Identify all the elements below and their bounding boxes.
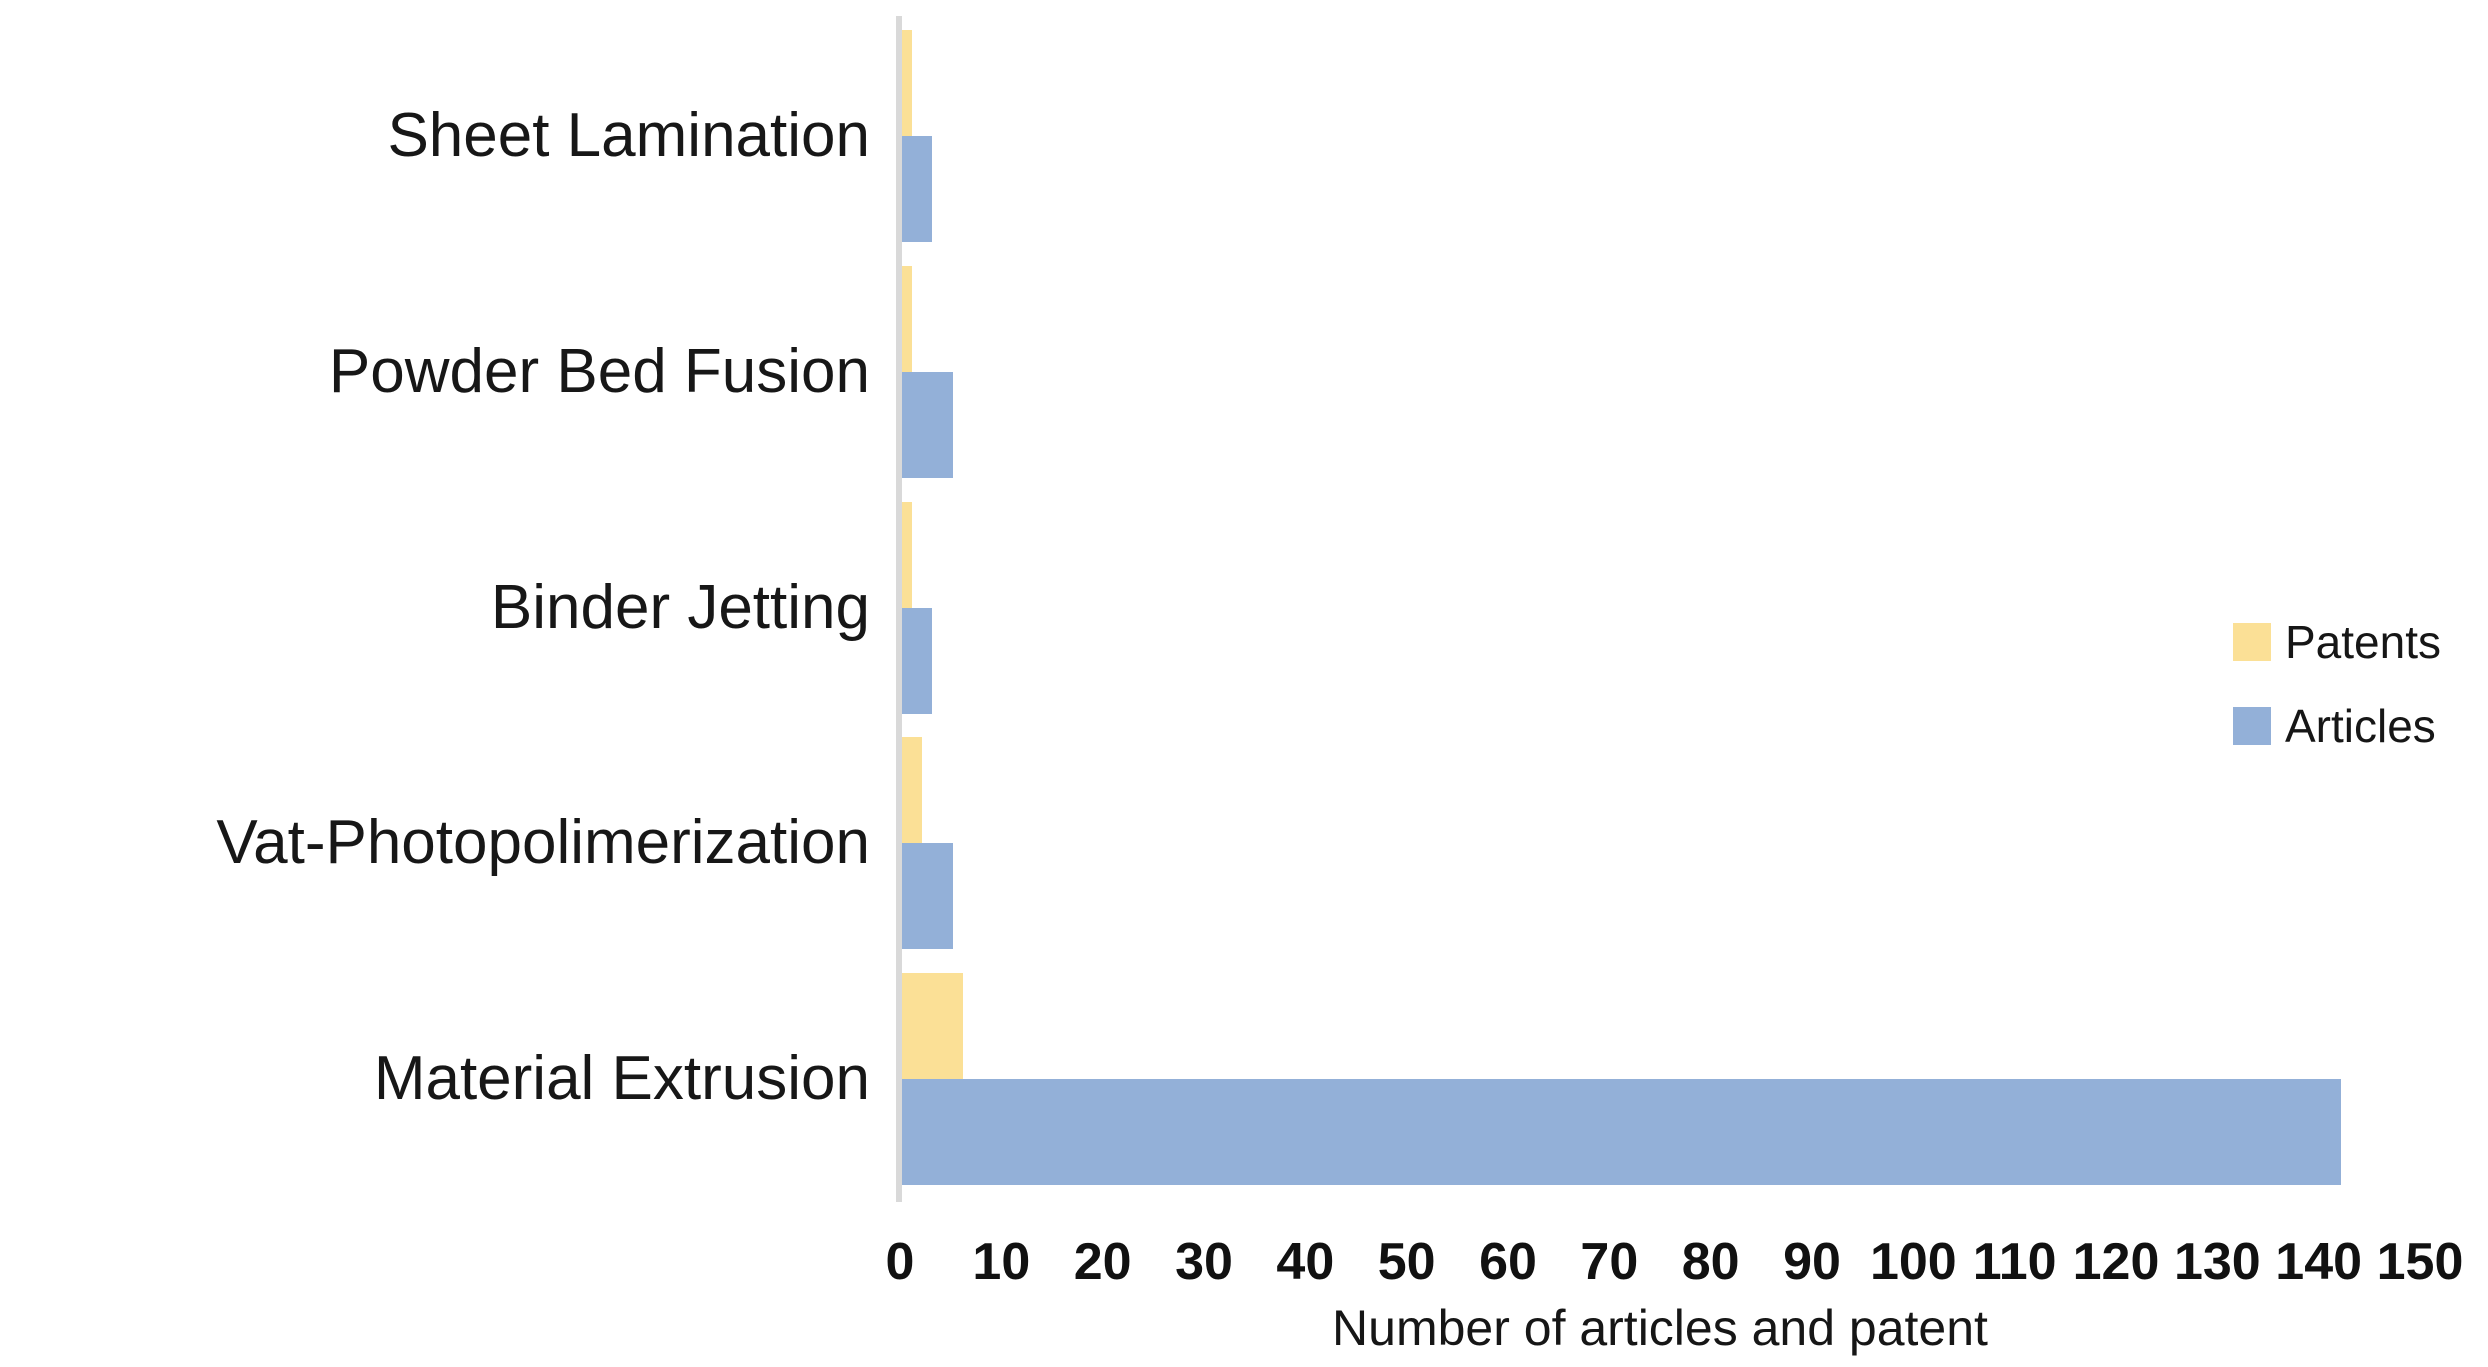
category-label: Vat-Photopolimerization [216,808,870,878]
bar-patents-1 [902,265,913,372]
bar-articles-1 [902,371,953,478]
x-tick-label: 40 [1276,1233,1335,1291]
legend-label: Patents [2285,616,2441,668]
bar-articles-0 [902,136,933,242]
x-tick-label: 80 [1681,1233,1740,1291]
x-tick-label: 150 [2376,1233,2464,1291]
category-label: Binder Jetting [490,572,870,642]
bar-articles-4 [902,1079,2341,1185]
bar-articles-2 [902,607,933,714]
legend-item-articles: Articles [2233,700,2441,752]
x-tick-label: 140 [2275,1233,2363,1291]
bar-patents-0 [902,30,913,136]
legend-swatch-articles [2233,707,2271,745]
x-tick-label: 90 [1783,1233,1841,1291]
x-tick-label: 10 [972,1233,1031,1291]
legend-swatch-patents [2233,623,2271,661]
bar-articles-3 [902,843,953,950]
x-tick-label: 50 [1377,1233,1436,1291]
x-tick-label: 0 [885,1233,915,1291]
bar-patents-2 [902,501,913,608]
x-tick-label: 100 [1869,1233,1957,1291]
x-tick-label: 120 [2072,1233,2160,1291]
y-axis-line [896,16,902,1202]
x-tick-label: 70 [1580,1233,1639,1291]
x-tick-label: 60 [1479,1233,1537,1291]
category-label: Material Extrusion [373,1044,870,1113]
legend-item-patents: Patents [2233,616,2441,668]
legend: Patents Articles [2233,616,2441,790]
category-label: Sheet Lamination [387,101,870,170]
x-tick-label: 20 [1073,1233,1132,1291]
x-tick-label: 130 [2173,1233,2261,1291]
legend-label: Articles [2285,700,2436,752]
bar-patents-3 [902,737,923,844]
x-tick-label: 110 [1972,1233,2057,1291]
bar-patents-4 [902,973,963,1079]
category-label: Powder Bed Fusion [328,336,870,406]
x-tick-label: 30 [1175,1233,1233,1291]
x-axis-title: Number of articles and patent [1332,1300,1988,1356]
